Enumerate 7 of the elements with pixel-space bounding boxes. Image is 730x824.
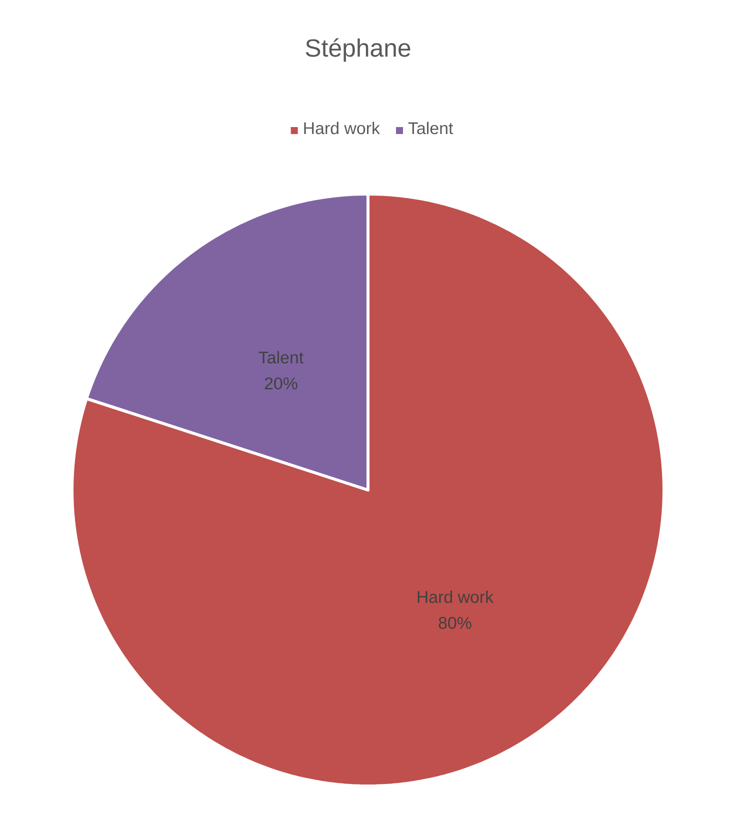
legend-label: Talent	[408, 122, 454, 134]
data-label: 20%	[264, 377, 298, 390]
slice-label: Hard work	[418, 590, 494, 603]
slice-label: Talent	[258, 351, 304, 364]
data-label: 80%	[438, 616, 472, 629]
legend-label: Hard work	[304, 122, 380, 134]
chart-title: Stéphane	[306, 38, 410, 62]
